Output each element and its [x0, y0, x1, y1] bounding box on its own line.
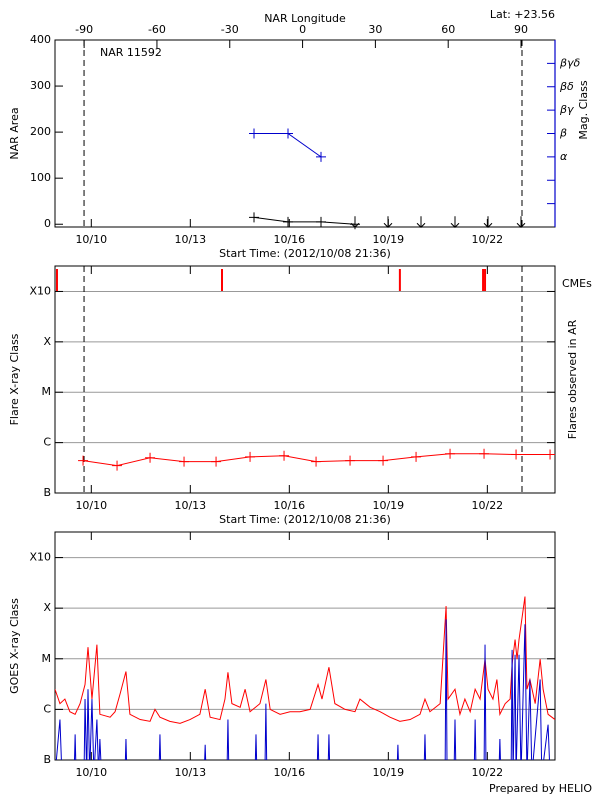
x-tick-label: 10/22 — [471, 766, 503, 779]
x2-tick-label: 90 — [514, 23, 528, 36]
y-tick-label: 100 — [30, 171, 51, 184]
x-tick-label: 10/19 — [372, 233, 404, 246]
x-tick-label: 10/19 — [372, 766, 404, 779]
data-point — [145, 452, 156, 463]
x-tick-label: 10/22 — [471, 499, 503, 512]
y2-tick-label: βγ — [559, 103, 574, 116]
data-point — [311, 456, 322, 467]
x2-axis-title: NAR Longitude — [264, 12, 346, 25]
footer: Prepared by HELIO — [489, 782, 592, 795]
x-tick-label: 10/16 — [273, 233, 305, 246]
x-tick-label: 10/10 — [75, 233, 107, 246]
data-point — [516, 216, 526, 228]
y-tick-label: M — [42, 652, 52, 665]
chart-title: NAR 11592 — [100, 46, 162, 59]
y2-tick-label: β — [559, 127, 567, 140]
data-point — [445, 448, 456, 459]
plot-frame — [54, 265, 556, 494]
data-point — [383, 216, 393, 228]
y2-tick-label: βδ — [559, 80, 574, 93]
data-point — [450, 216, 460, 228]
cme-label: CMEs — [562, 277, 592, 290]
y-tick-label: C — [43, 436, 51, 449]
y2-axis-title: Mag. Class — [577, 80, 590, 139]
x2-tick-label: 30 — [368, 23, 382, 36]
y-tick-label: 300 — [30, 79, 51, 92]
x-tick-label: 10/22 — [471, 233, 503, 246]
y-tick-label: B — [43, 753, 51, 766]
data-point — [249, 128, 260, 139]
data-point — [245, 451, 256, 462]
data-point — [316, 216, 327, 227]
x-tick-label: 10/10 — [75, 499, 107, 512]
x-tick-label: 10/13 — [174, 499, 206, 512]
data-point — [283, 216, 294, 227]
data-point — [345, 455, 356, 466]
x-axis-title: Start Time: (2012/10/08 21:36) — [219, 247, 391, 260]
x-tick-label: 10/13 — [174, 766, 206, 779]
data-point — [179, 456, 190, 467]
plot-frame — [54, 531, 556, 761]
data-point — [279, 450, 290, 461]
x-tick-label: 10/16 — [273, 499, 305, 512]
x-axis-title: Start Time: (2012/10/08 21:36) — [219, 513, 391, 526]
x2-tick-label: -60 — [148, 23, 166, 36]
y-axis-title: GOES X-ray Class — [8, 598, 21, 694]
y-tick-label: X10 — [29, 551, 51, 564]
y-tick-label: X — [43, 601, 51, 614]
y2-tick-label: α — [560, 150, 568, 163]
data-point — [283, 128, 294, 139]
data-point — [78, 455, 89, 466]
y-tick-label: 0 — [44, 217, 51, 230]
data-point — [378, 455, 389, 466]
data-point — [483, 216, 493, 228]
y2-axis-title: Flares observed in AR — [566, 319, 579, 439]
data-point — [416, 216, 426, 228]
series-line — [55, 619, 550, 760]
data-point — [316, 151, 327, 162]
x2-tick-label: 0 — [299, 23, 306, 36]
x-tick-label: 10/16 — [273, 766, 305, 779]
y-tick-label: C — [43, 702, 51, 715]
series-line — [55, 596, 555, 724]
y-axis-title: NAR Area — [8, 107, 21, 159]
x2-tick-label: -30 — [221, 23, 239, 36]
x-tick-label: 10/13 — [174, 233, 206, 246]
data-point — [350, 216, 360, 228]
y-tick-label: X10 — [29, 284, 51, 297]
data-point — [545, 449, 556, 460]
data-point — [211, 456, 222, 467]
y-tick-label: X — [43, 335, 51, 348]
x2-tick-label: -90 — [75, 23, 93, 36]
x-tick-label: 10/10 — [75, 766, 107, 779]
data-point — [411, 451, 422, 462]
annotation: Lat: +23.56 — [490, 8, 555, 21]
y-tick-label: 200 — [30, 125, 51, 138]
data-point — [511, 449, 522, 460]
data-point — [249, 212, 260, 223]
series-line — [253, 216, 356, 225]
x2-tick-label: 60 — [441, 23, 455, 36]
y2-tick-label: βγδ — [559, 56, 581, 69]
y-tick-label: M — [42, 385, 52, 398]
y-tick-label: 400 — [30, 33, 51, 46]
data-point — [479, 448, 490, 459]
y-axis-title: Flare X-ray Class — [8, 333, 21, 425]
plot-frame — [54, 39, 556, 228]
x-tick-label: 10/19 — [372, 499, 404, 512]
y-tick-label: B — [43, 486, 51, 499]
data-point — [112, 460, 123, 471]
